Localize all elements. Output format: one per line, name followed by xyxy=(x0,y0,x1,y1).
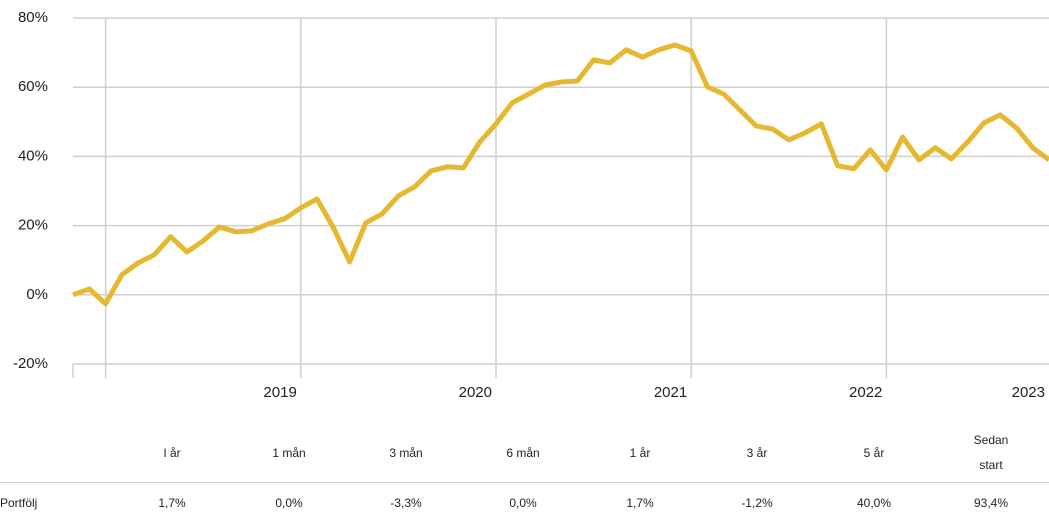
header-cell: 5 år xyxy=(816,428,933,478)
table-cell: -3,3% xyxy=(348,491,465,515)
table-cell: 93,4% xyxy=(933,491,1049,515)
x-tick-label: 2022 xyxy=(849,384,882,401)
cell-text: Sedan start xyxy=(966,428,1016,478)
cell-text: 1 mån xyxy=(264,441,314,466)
header-cell: 3 år xyxy=(699,428,816,478)
header-cell: 1 mån xyxy=(231,428,348,478)
y-tick-label: 0% xyxy=(26,286,48,303)
table-cell: -1,2% xyxy=(699,491,816,515)
header-cell: 3 mån xyxy=(348,428,465,478)
y-tick-label: 60% xyxy=(18,78,48,95)
table-cell: 40,0% xyxy=(816,491,933,515)
x-tick-label: 2019 xyxy=(263,384,296,401)
y-tick-label: 20% xyxy=(18,217,48,234)
row-label: Portfölj xyxy=(0,491,100,515)
header-cell: Sedan start xyxy=(933,428,1049,478)
cell-text: I år xyxy=(147,441,197,466)
header-cell: 1 år xyxy=(582,428,699,478)
table-separator xyxy=(0,482,1049,483)
cell-text: 6 mån xyxy=(498,441,548,466)
y-tick-label: -20% xyxy=(13,355,48,372)
x-tick-label: 2021 xyxy=(654,384,687,401)
x-tick-label: 2023 xyxy=(1012,384,1045,401)
header-cell: 6 mån xyxy=(465,428,582,478)
table-cell: 1,7% xyxy=(582,491,699,515)
x-tick-label: 2020 xyxy=(459,384,492,401)
cell-text: 5 år xyxy=(849,441,899,466)
cell-text: 1 år xyxy=(615,441,665,466)
header-cell: I år xyxy=(114,428,231,478)
y-tick-label: 80% xyxy=(18,9,48,26)
table-cell: 0,0% xyxy=(231,491,348,515)
line-series xyxy=(73,45,1049,304)
table-cell: 0,0% xyxy=(465,491,582,515)
chart: -20% 0% 20% 40% 60% 80% 2019 2020 2021 2022 2023 xyxy=(0,0,1049,420)
y-tick-label: 40% xyxy=(18,147,48,164)
table-cell: 1,7% xyxy=(114,491,231,515)
cell-text: 3 år xyxy=(732,441,782,466)
cell-text: 3 mån xyxy=(381,441,431,466)
